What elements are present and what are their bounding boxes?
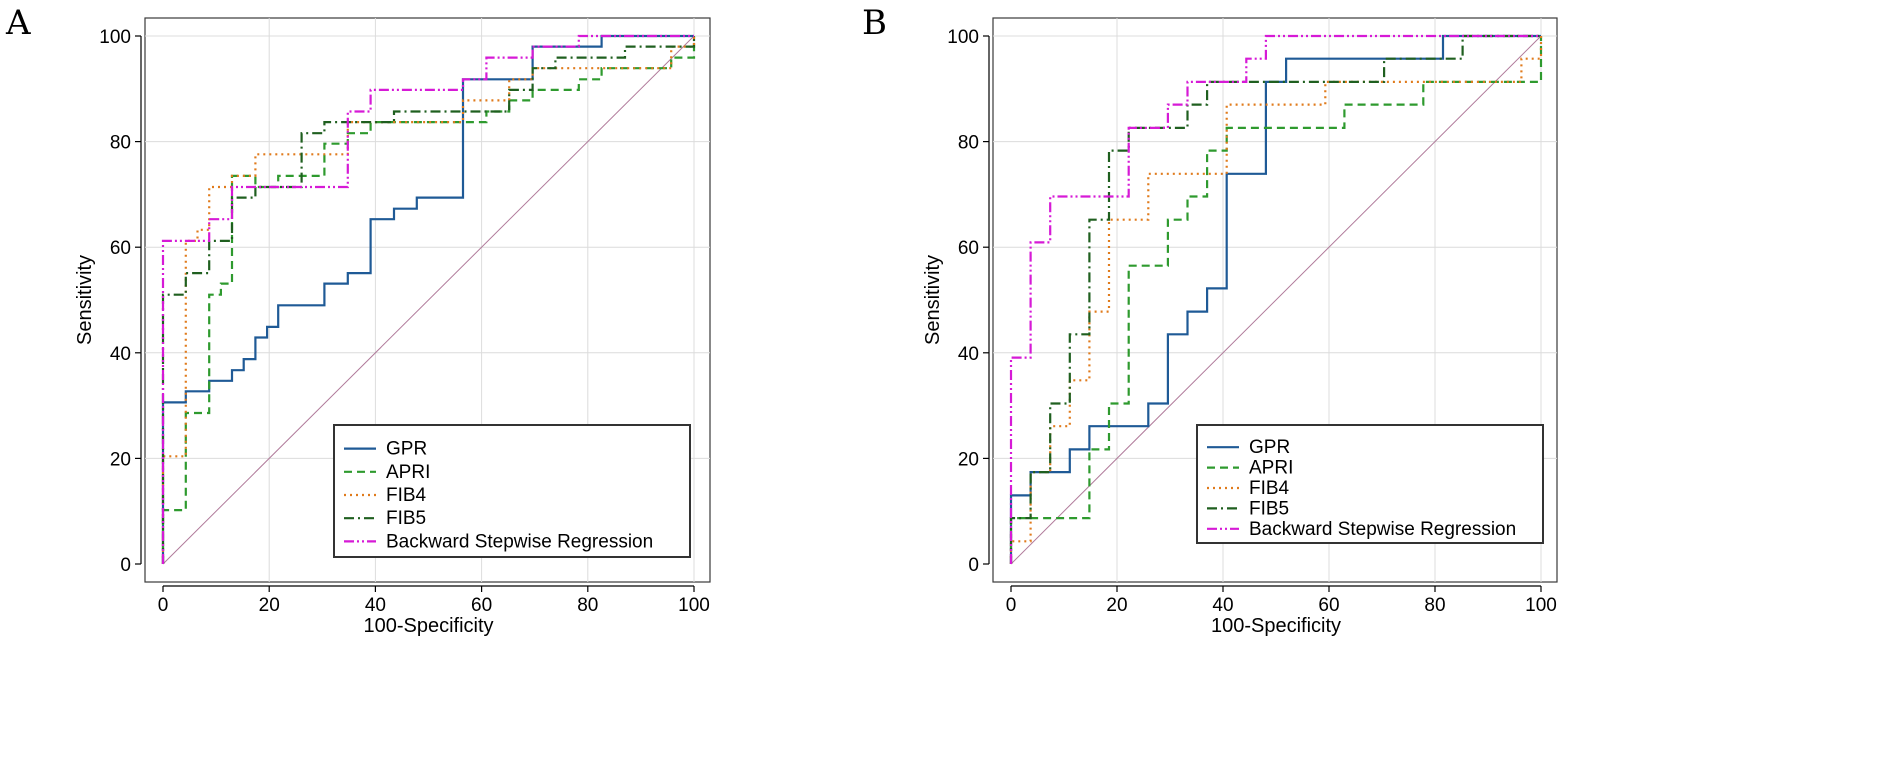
y-tick-label: 100 — [947, 27, 979, 48]
x-tick-label: 0 — [158, 595, 169, 616]
legend-box — [333, 424, 691, 558]
roc-panel-a: A 0 20 40 60 80 100 0 20 40 60 80 100 100-Specificity… — [5, 3, 711, 637]
y-tick-label: 20 — [110, 449, 131, 470]
y-tick-label: 80 — [110, 133, 131, 154]
roc-curve-fib5 — [161, 36, 696, 564]
roc-curve-gpr — [1009, 34, 1541, 564]
legend-label: Backward Stepwise Regression — [386, 531, 653, 552]
x-axis-title: 100-Specificity — [1211, 615, 1341, 637]
y-axis-title: Sensitivity — [74, 255, 96, 345]
legend-box — [1196, 424, 1544, 544]
x-tick-label: 100 — [1525, 595, 1557, 616]
x-tick-label: 40 — [365, 595, 386, 616]
x-tick-label: 40 — [1212, 595, 1233, 616]
legend-label: FIB4 — [1249, 478, 1290, 499]
y-tick-label: 60 — [110, 238, 131, 259]
x-tick-label: 0 — [1006, 595, 1017, 616]
x-tick-label: 20 — [1106, 595, 1127, 616]
y-tick-label: 80 — [958, 133, 979, 154]
reference-diagonal — [162, 35, 695, 565]
panel-letter: B — [862, 3, 887, 43]
roc-curve-apri — [161, 36, 696, 564]
y-tick-label: 20 — [958, 449, 979, 470]
legend-label: FIB5 — [1249, 498, 1289, 519]
x-axis-title: 100-Specificity — [363, 615, 493, 637]
y-axis-title: Sensitivity — [922, 255, 944, 345]
panel-letter: A — [5, 3, 31, 43]
roc-curve-backward-stepwise-regression — [1009, 34, 1541, 564]
x-tick-label: 100 — [678, 595, 710, 616]
y-tick-label: 0 — [120, 555, 131, 576]
y-tick-label: 60 — [958, 238, 979, 259]
x-tick-label: 80 — [1424, 595, 1445, 616]
legend-label: FIB5 — [386, 508, 426, 529]
legend-label: Backward Stepwise Regression — [1249, 519, 1516, 540]
reference-diagonal — [1010, 35, 1542, 565]
roc-panel-b: B 0 20 40 60 80 100 0 20 40 60 80 100 100-Specificity… — [862, 3, 1558, 637]
roc-curve-gpr — [161, 34, 694, 564]
y-tick-label: 40 — [958, 344, 979, 365]
x-tick-label: 60 — [471, 595, 492, 616]
roc-curve-backward-stepwise-regression — [161, 34, 694, 564]
legend-label: GPR — [386, 439, 427, 460]
roc-curve-apri — [1009, 36, 1543, 564]
y-tick-label: 0 — [968, 555, 979, 576]
legend-label: GPR — [1249, 437, 1290, 458]
roc-curve-fib5 — [1009, 34, 1541, 564]
x-tick-label: 80 — [577, 595, 598, 616]
legend-label: FIB4 — [386, 485, 427, 506]
x-tick-label: 20 — [259, 595, 280, 616]
x-tick-label: 60 — [1318, 595, 1339, 616]
legend-label: APRI — [386, 462, 430, 483]
y-tick-label: 100 — [99, 27, 131, 48]
y-tick-label: 40 — [110, 344, 131, 365]
legend-label: APRI — [1249, 458, 1293, 479]
